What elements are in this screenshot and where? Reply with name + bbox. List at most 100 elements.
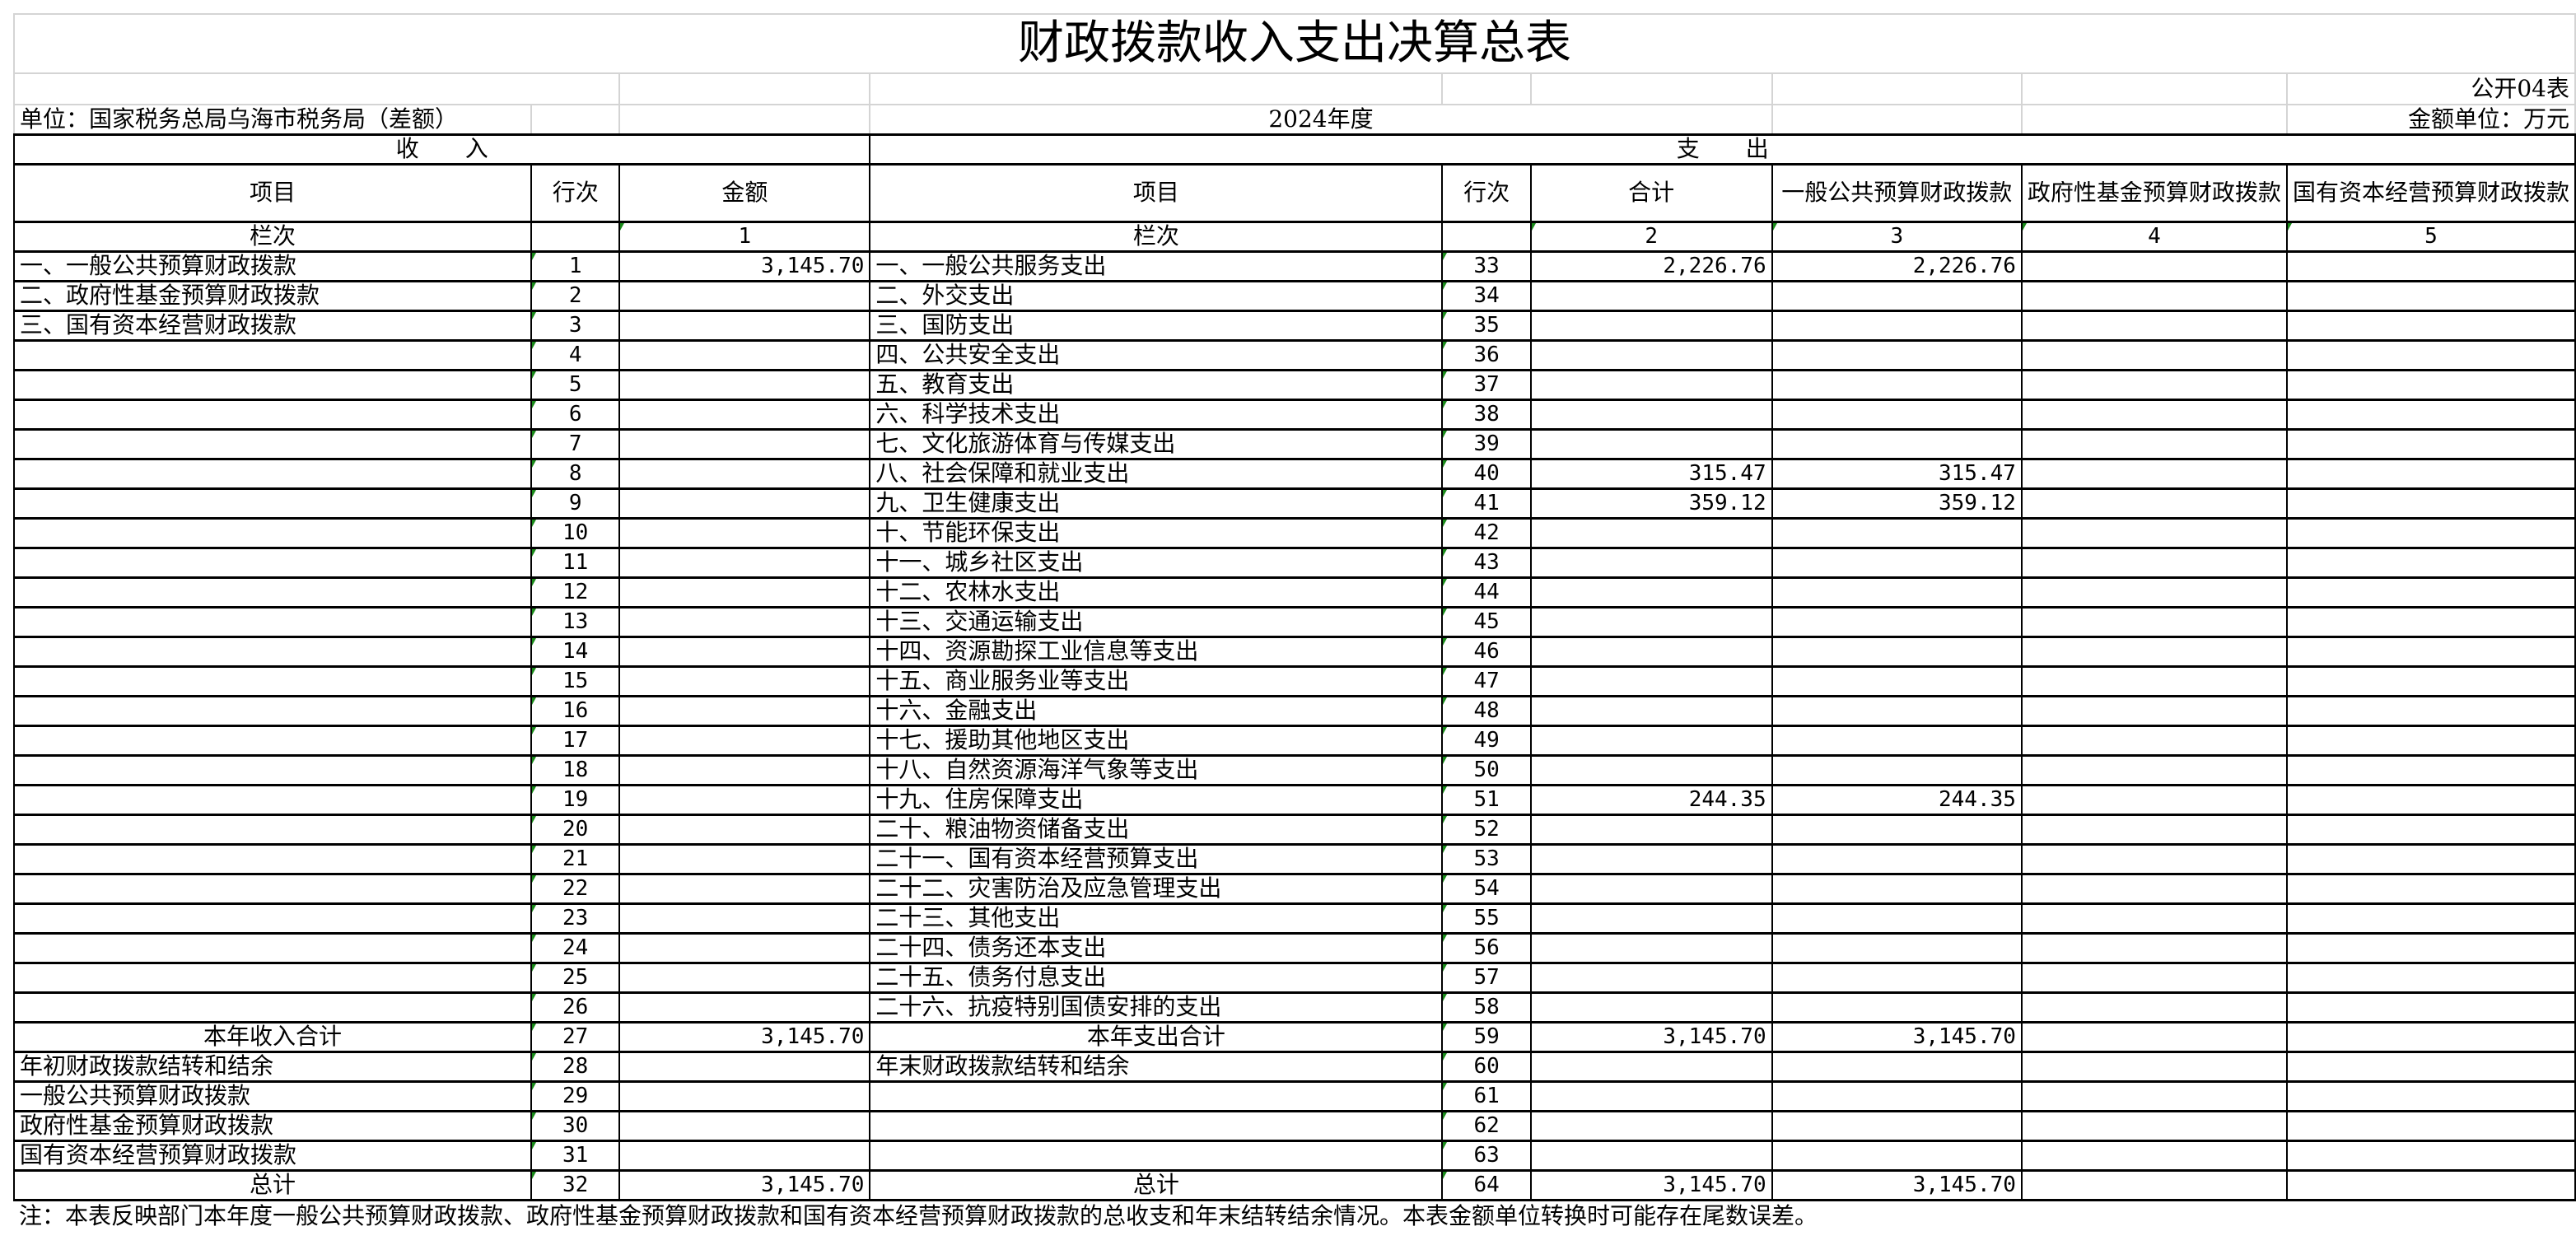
expense-line-cell[interactable]: 50 bbox=[1441, 753, 1532, 786]
gov-fund-amount-cell[interactable] bbox=[2020, 813, 2288, 846]
income-item-cell[interactable] bbox=[12, 427, 533, 460]
expense-item-cell[interactable]: 二十、粮油物资储备支出 bbox=[869, 813, 1444, 846]
income-item-cell[interactable] bbox=[12, 338, 533, 371]
expense-line-cell[interactable]: 53 bbox=[1441, 842, 1532, 875]
income-line-cell[interactable]: 13 bbox=[530, 605, 621, 638]
income-amount-cell[interactable] bbox=[618, 427, 871, 460]
gov-fund-amount-cell[interactable] bbox=[2020, 902, 2288, 935]
income-line-cell[interactable]: 27 bbox=[530, 1020, 621, 1053]
total-amount-cell[interactable]: 3,145.70 bbox=[1529, 1020, 1773, 1053]
total-amount-cell[interactable] bbox=[1529, 368, 1773, 401]
expense-line-cell[interactable]: 34 bbox=[1441, 279, 1532, 312]
income-item-cell[interactable]: 三、国有资本经营财政拨款 bbox=[12, 309, 533, 342]
gov-fund-amount-cell[interactable] bbox=[2020, 279, 2288, 312]
income-amount-cell[interactable] bbox=[618, 783, 871, 816]
expense-line-cell[interactable]: 49 bbox=[1441, 724, 1532, 757]
income-item-cell[interactable] bbox=[12, 724, 533, 757]
gov-fund-amount-cell[interactable] bbox=[2020, 1109, 2288, 1142]
state-capital-amount-cell[interactable] bbox=[2285, 694, 2576, 727]
expense-line-cell[interactable]: 62 bbox=[1441, 1109, 1532, 1142]
income-item-cell[interactable] bbox=[12, 753, 533, 786]
col-state-capital[interactable]: 国有资本经营预算财政拨款 bbox=[2285, 162, 2576, 223]
empty-cell[interactable] bbox=[1441, 220, 1532, 253]
income-item-cell[interactable] bbox=[12, 664, 533, 697]
expense-item-cell[interactable]: 七、文化旅游体育与传媒支出 bbox=[869, 427, 1444, 460]
state-capital-amount-cell[interactable] bbox=[2285, 1109, 2576, 1142]
total-amount-cell[interactable] bbox=[1529, 635, 1773, 668]
income-amount-cell[interactable]: 3,145.70 bbox=[618, 249, 871, 282]
empty-cell[interactable] bbox=[618, 72, 871, 105]
income-amount-cell[interactable] bbox=[618, 902, 871, 935]
income-amount-cell[interactable] bbox=[618, 664, 871, 697]
income-amount-cell[interactable] bbox=[618, 961, 871, 994]
expense-item-cell[interactable] bbox=[869, 1109, 1444, 1142]
state-capital-amount-cell[interactable] bbox=[2285, 1139, 2576, 1172]
state-capital-amount-cell[interactable] bbox=[2285, 991, 2576, 1024]
general-amount-cell[interactable]: 244.35 bbox=[1771, 783, 2023, 816]
general-amount-cell[interactable] bbox=[1771, 931, 2023, 964]
income-line-cell[interactable]: 6 bbox=[530, 398, 621, 431]
expense-item-cell[interactable]: 八、社会保障和就业支出 bbox=[869, 457, 1444, 490]
total-amount-cell[interactable] bbox=[1529, 338, 1773, 371]
general-amount-cell[interactable] bbox=[1771, 724, 2023, 757]
total-amount-cell[interactable] bbox=[1529, 872, 1773, 905]
gov-fund-amount-cell[interactable] bbox=[2020, 783, 2288, 816]
expense-line-cell[interactable]: 33 bbox=[1441, 249, 1532, 282]
expense-line-cell[interactable]: 43 bbox=[1441, 546, 1532, 579]
income-item-cell[interactable]: 一、一般公共预算财政拨款 bbox=[12, 249, 533, 282]
income-item-cell[interactable]: 国有资本经营预算财政拨款 bbox=[12, 1139, 533, 1172]
general-amount-cell[interactable] bbox=[1771, 1109, 2023, 1142]
expense-item-cell[interactable]: 二十二、灾害防治及应急管理支出 bbox=[869, 872, 1444, 905]
total-amount-cell[interactable] bbox=[1529, 813, 1773, 846]
expense-line-cell[interactable]: 41 bbox=[1441, 487, 1532, 520]
total-amount-cell[interactable] bbox=[1529, 1139, 1773, 1172]
expense-item-cell[interactable]: 二十一、国有资本经营预算支出 bbox=[869, 842, 1444, 875]
state-capital-amount-cell[interactable] bbox=[2285, 813, 2576, 846]
income-item-cell[interactable]: 一般公共预算财政拨款 bbox=[12, 1079, 533, 1112]
income-line-cell[interactable]: 23 bbox=[530, 902, 621, 935]
gov-fund-amount-cell[interactable] bbox=[2020, 398, 2288, 431]
empty-cell[interactable] bbox=[1441, 72, 1532, 105]
table-code[interactable]: 公开04表 bbox=[2285, 72, 2576, 105]
income-line-cell[interactable]: 1 bbox=[530, 249, 621, 282]
income-amount-cell[interactable] bbox=[618, 724, 871, 757]
income-item-cell[interactable] bbox=[12, 931, 533, 964]
col-expense-line[interactable]: 行次 bbox=[1441, 162, 1532, 223]
expense-line-cell[interactable]: 61 bbox=[1441, 1079, 1532, 1112]
expense-line-cell[interactable]: 52 bbox=[1441, 813, 1532, 846]
gov-fund-amount-cell[interactable] bbox=[2020, 1139, 2288, 1172]
gov-fund-amount-cell[interactable] bbox=[2020, 309, 2288, 342]
empty-cell[interactable] bbox=[618, 104, 871, 135]
income-item-cell[interactable]: 年初财政拨款结转和结余 bbox=[12, 1050, 533, 1083]
income-item-cell[interactable] bbox=[12, 635, 533, 668]
income-amount-cell[interactable]: 3,145.70 bbox=[618, 1020, 871, 1053]
general-amount-cell[interactable] bbox=[1771, 605, 2023, 638]
income-line-cell[interactable]: 32 bbox=[530, 1168, 621, 1201]
expense-item-cell[interactable]: 三、国防支出 bbox=[869, 309, 1444, 342]
column-number-label-expense[interactable]: 栏次 bbox=[869, 220, 1444, 253]
total-amount-cell[interactable]: 244.35 bbox=[1529, 783, 1773, 816]
income-amount-cell[interactable] bbox=[618, 1109, 871, 1142]
gov-fund-amount-cell[interactable] bbox=[2020, 991, 2288, 1024]
income-amount-cell[interactable] bbox=[618, 931, 871, 964]
income-line-cell[interactable]: 7 bbox=[530, 427, 621, 460]
state-capital-amount-cell[interactable] bbox=[2285, 249, 2576, 282]
expense-item-cell[interactable]: 十五、商业服务业等支出 bbox=[869, 664, 1444, 697]
gov-fund-amount-cell[interactable] bbox=[2020, 427, 2288, 460]
general-amount-cell[interactable] bbox=[1771, 842, 2023, 875]
state-capital-amount-cell[interactable] bbox=[2285, 309, 2576, 342]
expense-line-cell[interactable]: 63 bbox=[1441, 1139, 1532, 1172]
general-amount-cell[interactable] bbox=[1771, 427, 2023, 460]
income-line-cell[interactable]: 19 bbox=[530, 783, 621, 816]
income-item-cell[interactable] bbox=[12, 902, 533, 935]
income-amount-cell[interactable] bbox=[618, 753, 871, 786]
gov-fund-amount-cell[interactable] bbox=[2020, 1020, 2288, 1053]
gov-fund-amount-cell[interactable] bbox=[2020, 457, 2288, 490]
column-number-4[interactable]: 4 bbox=[2020, 220, 2288, 253]
income-line-cell[interactable]: 30 bbox=[530, 1109, 621, 1142]
income-amount-cell[interactable] bbox=[618, 605, 871, 638]
income-line-cell[interactable]: 3 bbox=[530, 309, 621, 342]
general-amount-cell[interactable] bbox=[1771, 635, 2023, 668]
income-item-cell[interactable] bbox=[12, 576, 533, 609]
expense-item-cell[interactable]: 二十三、其他支出 bbox=[869, 902, 1444, 935]
